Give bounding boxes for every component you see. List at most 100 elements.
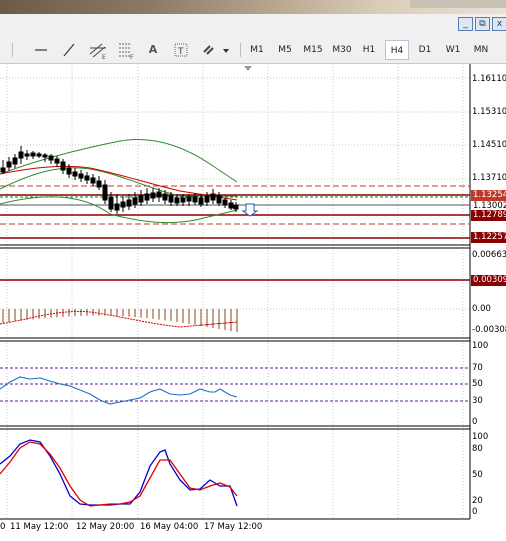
text-tool-icon[interactable]: A: [148, 43, 158, 56]
chart-window[interactable]: 1.16110 1.15310 1.14510 1.13710 1.13254 …: [0, 64, 506, 541]
candle-body: [6, 161, 12, 168]
stoch-scale-label: 20: [472, 496, 483, 506]
title-strip-highlight: [410, 0, 506, 8]
rsi-scale-label: 30: [472, 396, 483, 406]
close-button[interactable]: x: [492, 17, 506, 31]
candle-body: [54, 158, 60, 164]
bollinger-upper-line: [0, 139, 238, 183]
grid-lines: [0, 64, 470, 519]
candle-body: [233, 204, 239, 210]
minimize-button[interactable]: _: [458, 17, 473, 31]
candle-body: [168, 195, 174, 203]
shapes-dropdown-icon[interactable]: [200, 40, 232, 60]
rsi-scale-label: 50: [472, 379, 483, 389]
price-scale-label: 1.15310: [472, 107, 506, 117]
chart-canvas[interactable]: [0, 64, 506, 541]
timeframe-d1[interactable]: D1: [418, 45, 432, 55]
price-scale-label: 1.16110: [472, 74, 506, 84]
timeframe-m5[interactable]: M5: [278, 45, 292, 55]
window-title-strip: [0, 0, 506, 14]
candle-body: [84, 175, 90, 181]
svg-text:F: F: [130, 54, 134, 60]
rsi-scale-label: 100: [472, 341, 489, 351]
candle-body: [210, 193, 216, 201]
price-scale-label: 1.14510: [472, 140, 506, 150]
candle-body: [36, 153, 42, 157]
macd-level-tag: 0.00309: [471, 275, 506, 286]
chart-shift-marker[interactable]: [244, 66, 252, 71]
rsi-scale-label: 0: [472, 417, 478, 427]
candle-body: [90, 177, 96, 184]
candle-body: [60, 161, 66, 171]
time-axis-label: 17 May 12:00: [204, 522, 263, 532]
timeframe-h1[interactable]: H1: [362, 45, 376, 55]
svg-text:E: E: [102, 54, 106, 60]
time-axis-label: 11 May 12:00: [10, 522, 69, 532]
bollinger-middle-line: [0, 167, 237, 197]
candle-body: [120, 201, 126, 208]
price-scale-label: 1.13710: [472, 173, 506, 183]
channel-icon[interactable]: E: [86, 40, 110, 61]
candlestick-series[interactable]: [0, 146, 239, 214]
toolbar-separator: [12, 43, 13, 57]
stoch-scale-label: 0: [472, 507, 478, 517]
candle-body: [0, 167, 6, 173]
trendline-icon[interactable]: [58, 40, 80, 60]
stochastic-main-line: [0, 439, 238, 507]
fibonacci-icon[interactable]: F: [114, 40, 138, 61]
timeframe-m30[interactable]: M30: [332, 45, 352, 55]
candle-body: [138, 195, 144, 203]
candle-body: [48, 155, 54, 161]
candle-body: [186, 196, 192, 202]
candle-body: [102, 184, 108, 201]
macd-histogram: [2, 309, 238, 333]
candle-body: [42, 154, 48, 158]
timeframe-mn[interactable]: MN: [473, 45, 489, 55]
candle-body: [24, 153, 30, 157]
macd-scale-label: 0.00663: [472, 250, 506, 260]
candle-body: [204, 195, 210, 203]
timeframe-w1[interactable]: W1: [445, 45, 461, 55]
stoch-scale-label: 100: [472, 432, 489, 442]
candle-body: [216, 195, 222, 204]
drawing-toolbar: E F A T M1 M5 M15 M30 H1 H4 D1 W1 MN: [0, 36, 506, 64]
moving-average-line: [0, 165, 238, 201]
price-tag-current: 1.13002: [471, 201, 506, 212]
label-tool-icon[interactable]: T: [170, 40, 192, 60]
stochastic-signal-line: [0, 441, 238, 507]
candle-body: [126, 199, 132, 207]
candle-body: [30, 152, 36, 157]
timeframe-m15[interactable]: M15: [303, 45, 323, 55]
candle-body: [222, 199, 228, 206]
time-axis-label: 0: [0, 522, 6, 532]
candle-body: [144, 193, 150, 201]
price-tag-upper: 1.13254: [471, 190, 506, 201]
candle-body: [150, 192, 156, 199]
stoch-scale-label: 50: [472, 470, 483, 480]
candle-body: [156, 191, 162, 198]
candle-body: [108, 196, 114, 210]
candle-body: [18, 151, 24, 159]
time-axis-label: 12 May 20:00: [76, 522, 135, 532]
timeframe-m1[interactable]: M1: [250, 45, 264, 55]
stoch-scale-label: 80: [472, 444, 483, 454]
candle-body: [228, 202, 234, 209]
candle-body: [180, 197, 186, 203]
horizontal-line-icon[interactable]: [30, 40, 52, 60]
candle-body: [78, 173, 84, 179]
sell-arrow-icon[interactable]: [241, 203, 259, 217]
price-tag-bottom: 1.12257: [471, 232, 506, 243]
candle-body: [12, 157, 18, 165]
toolbar-separator: [240, 43, 241, 57]
candle-body: [66, 167, 72, 175]
candle-body: [114, 203, 120, 211]
timeframe-h4[interactable]: H4: [385, 40, 409, 60]
macd-signal-line: [0, 310, 238, 328]
rsi-scale-label: 70: [472, 363, 483, 373]
restore-button[interactable]: ⧉: [475, 17, 490, 31]
candle-body: [132, 197, 138, 205]
candle-body: [192, 196, 198, 203]
mdi-control-bar: _ ⧉ x: [0, 14, 506, 36]
time-axis-label: 16 May 04:00: [140, 522, 199, 532]
price-tag-lower: 1.12789: [471, 210, 506, 221]
